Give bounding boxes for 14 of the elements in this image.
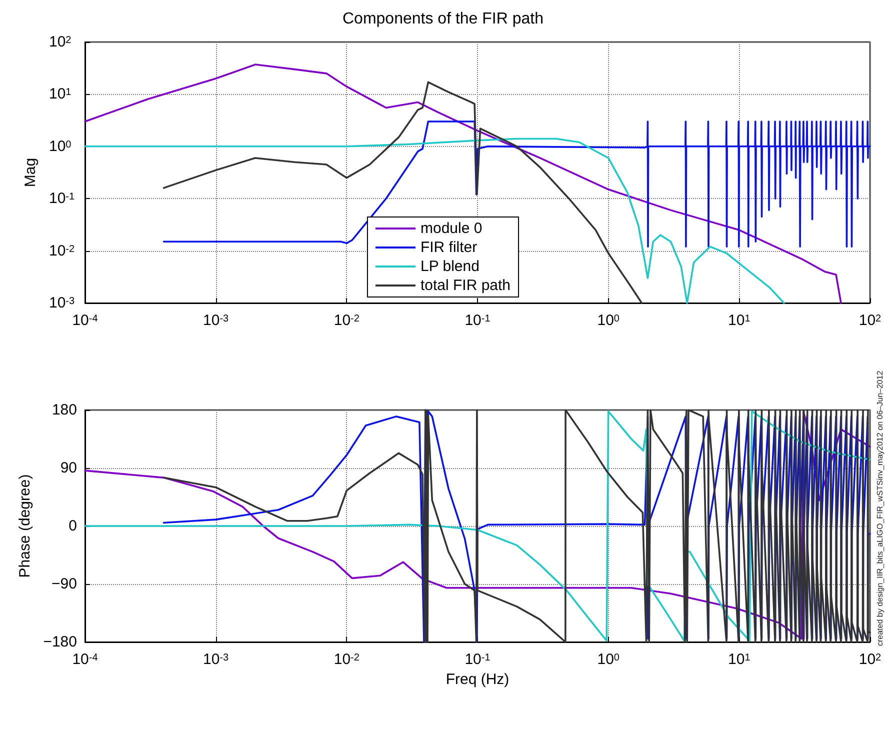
legend-label: total FIR path: [420, 277, 511, 294]
y-tick-label: −90: [52, 576, 77, 592]
y-axis-title: Phase (degree): [16, 474, 34, 578]
legend-label: LP blend: [420, 258, 480, 275]
y-tick-label: −180: [43, 634, 77, 650]
legend-label: module 0: [420, 220, 482, 237]
x-axis-title: Freq (Hz): [446, 671, 510, 688]
text: created by design_IIR_bits_aLIGO_FIR_wSTSinv_may2012 on 06–Jun–2012: [876, 370, 884, 646]
y-tick-label: 180: [52, 402, 77, 418]
y-tick-label: 90: [60, 460, 77, 476]
legend-label: FIR filter: [420, 239, 478, 256]
y-axis-title: Mag: [22, 158, 40, 188]
y-tick-label: 0: [68, 518, 77, 534]
chart-title: Components of the FIR path: [342, 10, 544, 28]
